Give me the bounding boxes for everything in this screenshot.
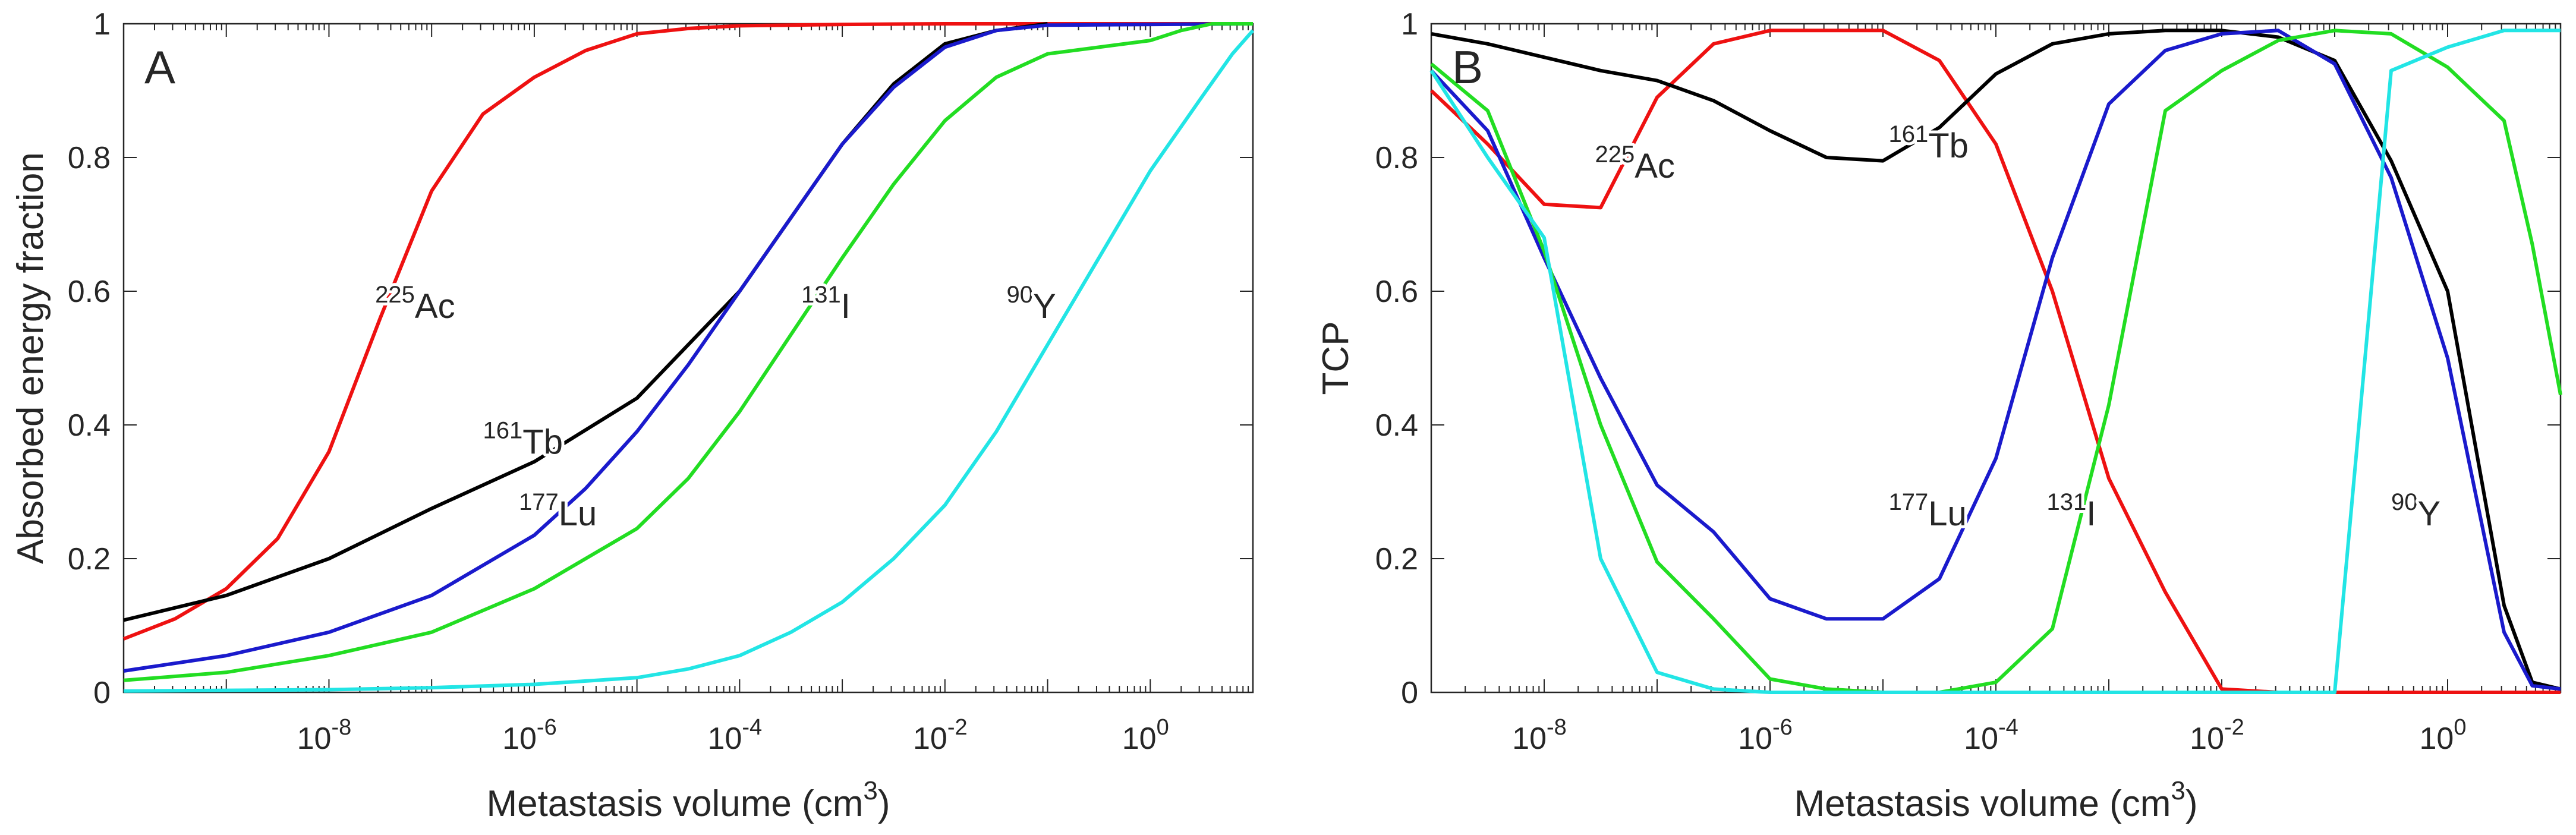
x-tick-label: 100: [2420, 715, 2467, 756]
series-annotation: 90Y: [2391, 489, 2440, 533]
series-line-i131: [1430, 29, 2562, 694]
x-tick-label: 10-8: [297, 715, 352, 756]
series-line-tb161: [1431, 29, 2561, 691]
x-tick-label: 10-4: [708, 715, 763, 756]
panel-label: A: [144, 41, 175, 93]
y-axis-label: Absorbed energy fraction: [10, 152, 51, 564]
y-tick-label: 0.2: [1375, 542, 1418, 576]
x-axis-label: Metastasis volume (cm3): [486, 776, 890, 824]
y-tick-label: 0.4: [1375, 408, 1418, 443]
y-tick-label: 0.6: [1375, 275, 1418, 309]
y-tick-label: 0: [93, 676, 111, 710]
y-tick-label: 0.8: [1375, 141, 1418, 175]
panel-label: B: [1452, 41, 1483, 93]
y-tick-label: 1: [1401, 7, 1418, 42]
series-annotation: 131I: [801, 282, 851, 326]
x-tick-label: 10-2: [913, 715, 968, 756]
series-annotation: 161Tb: [1889, 121, 1969, 165]
y-tick-label: 0.2: [68, 542, 111, 576]
series-annotation: 177Lu: [1889, 489, 1967, 533]
series-line-i131: [123, 22, 1253, 682]
panel-a: 0 0.2 0.4 0.6 0.8 1 10-8 10-6 10-4 10-2 100 225Ac 16…: [10, 7, 1255, 824]
series-annotation: 177Lu: [519, 489, 597, 533]
series-annotation: 131I: [2047, 489, 2096, 533]
panel-b: 0 0.2 0.4 0.6 0.8 1 10-8 10-6 10-4 10-2 100 225Ac 16…: [1315, 7, 2562, 824]
y-tick-label: 0.6: [68, 275, 111, 309]
y-axis-label: TCP: [1315, 322, 1356, 395]
y-tick-label: 1: [93, 7, 111, 42]
x-tick-label: 10-4: [1964, 715, 2018, 756]
series-line-lu177: [123, 22, 1254, 673]
y-tick-label: 0.4: [68, 408, 111, 443]
x-tick-label: 100: [1122, 715, 1169, 756]
y-tick-label: 0: [1401, 676, 1418, 710]
x-tick-label: 10-8: [1512, 715, 1567, 756]
series-annotation: 161Tb: [483, 417, 563, 461]
x-tick-label: 10-6: [502, 715, 557, 756]
series-annotation: 225Ac: [375, 282, 455, 326]
axes-box: [122, 23, 1254, 694]
y-tick-label: 0.8: [68, 141, 111, 175]
x-tick-label: 10-2: [2190, 715, 2244, 756]
series-annotation: 225Ac: [1595, 141, 1675, 185]
x-tick-label: 10-6: [1738, 715, 1793, 756]
series-line-ac225: [122, 22, 1253, 641]
series-line-lu177: [1429, 29, 2561, 691]
series-annotation: 90Y: [1006, 282, 1056, 326]
series-line-y90: [123, 29, 1255, 693]
series-line-ac225: [1429, 29, 2561, 694]
x-axis-label: Metastasis volume (cm3): [1794, 776, 2197, 824]
series-line-y90: [1429, 29, 2561, 694]
